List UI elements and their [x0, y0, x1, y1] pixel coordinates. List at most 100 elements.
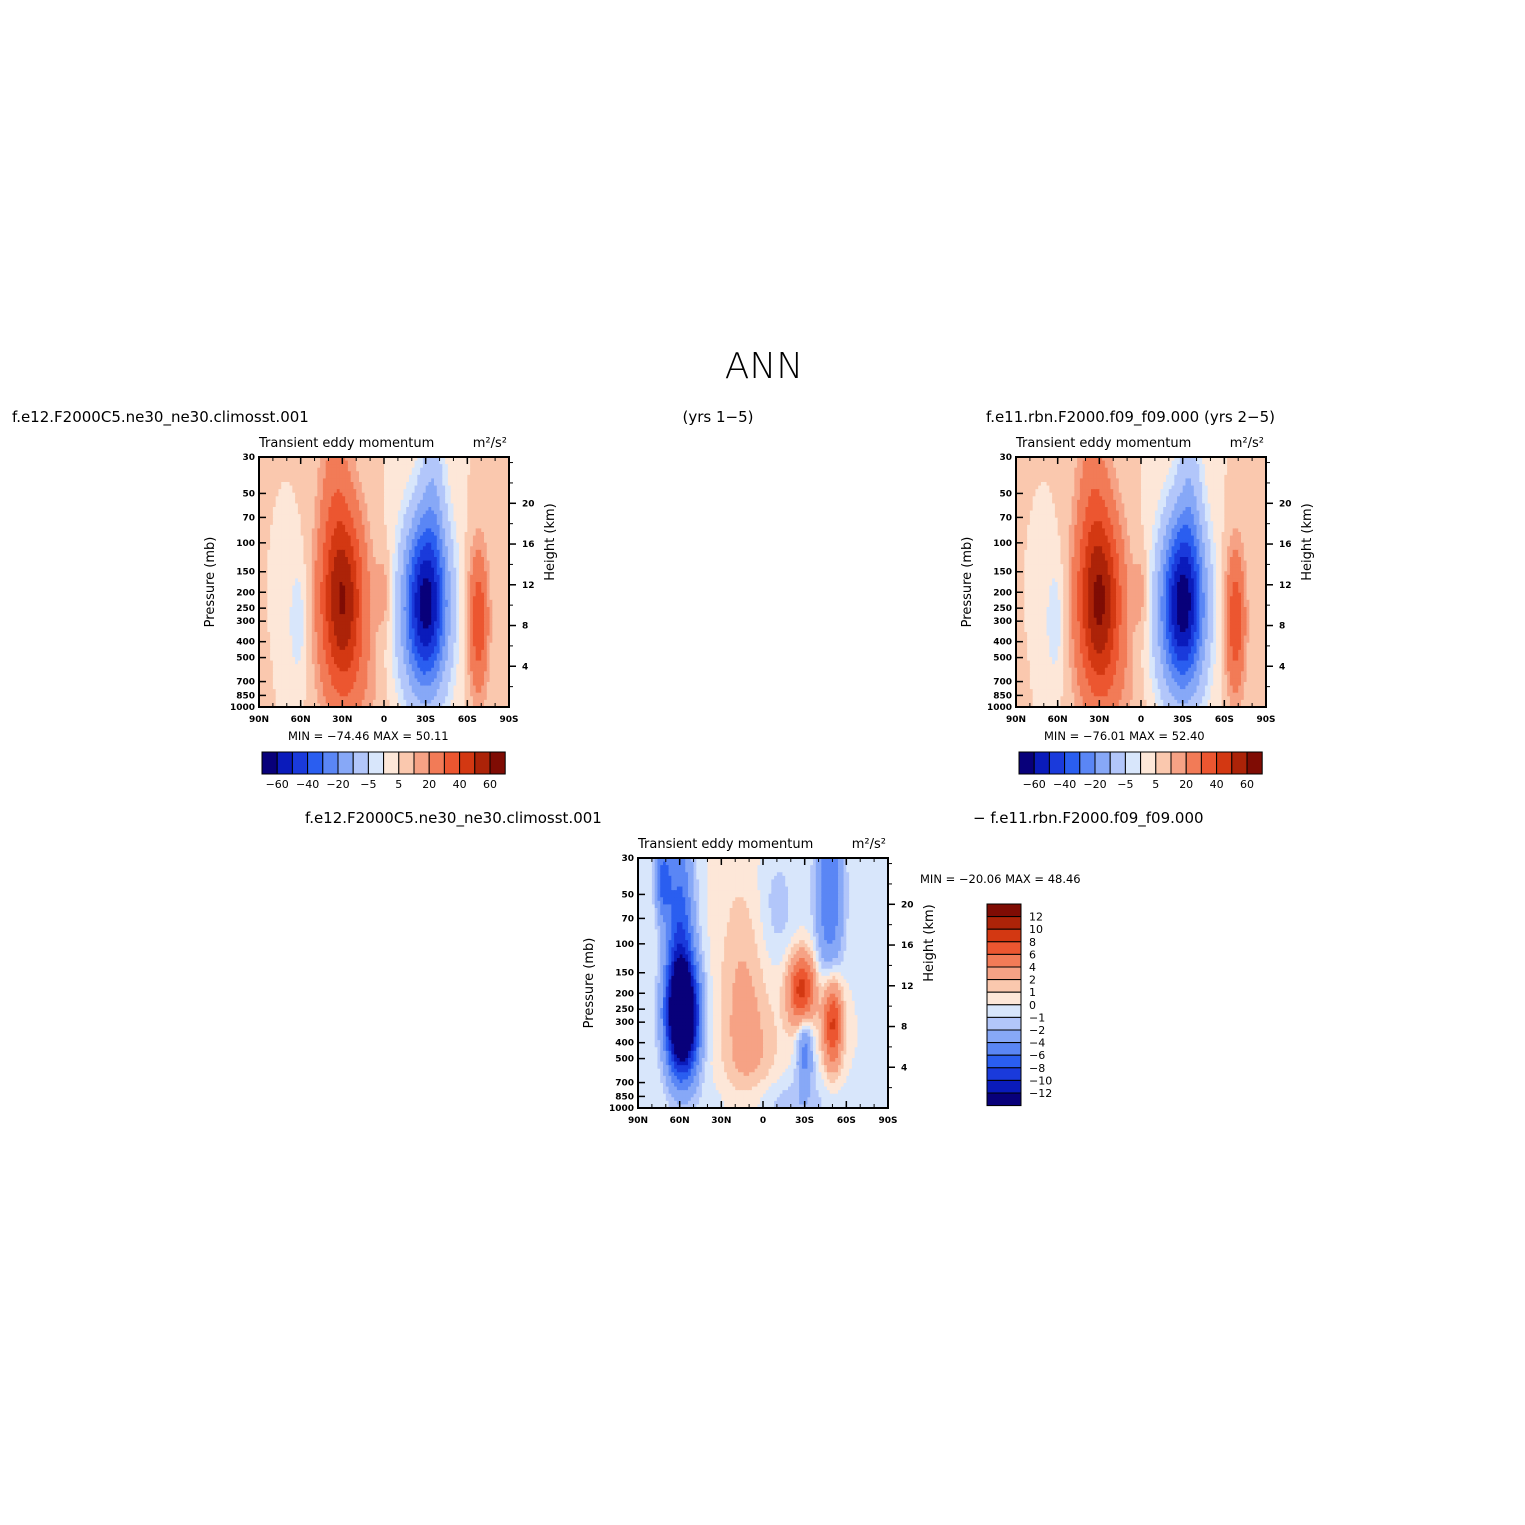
contour-cell	[406, 599, 410, 605]
contour-cell	[436, 596, 441, 601]
contour-cell	[497, 578, 502, 583]
contour-cell	[439, 492, 443, 497]
contour-cell	[497, 603, 502, 608]
contour-cell	[384, 485, 388, 490]
contour-cell	[442, 524, 446, 530]
contour-cell	[284, 503, 288, 508]
contour-cell	[475, 503, 480, 508]
contour-cell	[500, 499, 505, 505]
contour-cell	[320, 571, 324, 576]
contour-cell	[378, 521, 382, 526]
contour-cell	[378, 596, 382, 601]
contour-cell	[459, 539, 463, 544]
contour-cell	[447, 549, 452, 555]
contour-cell	[347, 607, 352, 612]
contour-cell	[464, 510, 468, 515]
contour-cell	[328, 582, 332, 587]
contour-cell	[375, 542, 380, 547]
contour-cell	[331, 553, 335, 558]
contour-cell	[506, 539, 510, 544]
contour-cell	[314, 489, 318, 494]
contour-cell	[406, 492, 410, 497]
contour-cell	[286, 521, 291, 526]
contour-cell	[300, 507, 305, 512]
contour-cell	[503, 485, 507, 490]
contour-cell	[503, 503, 507, 508]
contour-cell	[389, 610, 393, 615]
contour-cell	[461, 553, 466, 558]
contour-cell	[284, 485, 288, 490]
contour-cell	[439, 457, 443, 462]
contour-cell	[284, 492, 288, 497]
contour-cell	[339, 467, 343, 472]
contour-cell	[417, 582, 421, 587]
contour-cell	[400, 549, 405, 555]
contour-cell	[372, 467, 377, 472]
contour-cell	[306, 457, 310, 462]
contour-cell	[345, 489, 349, 494]
contour-cell	[495, 535, 499, 540]
contour-cell	[481, 482, 485, 487]
contour-cell	[386, 557, 391, 562]
contour-cell	[306, 499, 310, 505]
contour-cell	[453, 507, 457, 512]
contour-cell	[461, 514, 466, 519]
contour-cell	[389, 557, 393, 562]
contour-cell	[409, 482, 413, 487]
contour-cell	[264, 557, 268, 562]
contour-cell	[370, 503, 374, 508]
contour-cell	[475, 557, 480, 562]
contour-cell	[461, 571, 466, 576]
contour-cell	[328, 617, 332, 622]
contour-cell	[389, 485, 393, 490]
contour-cell	[397, 546, 402, 551]
contour-cell	[400, 614, 405, 619]
contour-cell	[420, 578, 424, 583]
contour-cell	[306, 471, 310, 476]
contour-cell	[292, 546, 296, 551]
contour-cell	[322, 557, 327, 562]
contour-cell	[467, 489, 471, 494]
contour-cell	[270, 585, 274, 590]
contour-cell	[375, 485, 380, 490]
contour-cell	[461, 464, 466, 469]
contour-cell	[472, 542, 477, 547]
contour-cell	[320, 567, 324, 572]
contour-cell	[261, 607, 266, 612]
contour-cell	[347, 457, 352, 462]
contour-cell	[361, 589, 366, 594]
contour-cell	[281, 457, 285, 462]
contour-cell	[461, 542, 466, 547]
contour-cell	[289, 514, 293, 519]
contour-cell	[395, 578, 399, 583]
contour-cell	[336, 599, 341, 605]
contour-cell	[481, 492, 485, 497]
contour-cell	[467, 585, 471, 590]
contour-cell	[434, 503, 438, 508]
contour-cell	[347, 460, 352, 465]
contour-cell	[425, 474, 430, 480]
contour-cell	[264, 571, 268, 576]
contour-cell	[309, 532, 313, 537]
contour-cell	[461, 482, 466, 487]
contour-cell	[334, 528, 338, 533]
contour-cell	[270, 478, 274, 483]
contour-cell	[503, 546, 507, 551]
contour-cell	[500, 535, 505, 540]
contour-cell	[411, 574, 416, 580]
contour-cell	[259, 617, 263, 622]
contour-cell	[492, 532, 496, 537]
contour-cell	[303, 567, 307, 572]
contour-cell	[370, 532, 374, 537]
contour-cell	[339, 571, 343, 576]
contour-cell	[381, 564, 385, 569]
contour-cell	[356, 589, 360, 594]
contour-cell	[489, 560, 493, 565]
contour-cell	[428, 471, 432, 476]
contour-cell	[284, 596, 288, 601]
contour-cell	[486, 478, 491, 483]
contour-cell	[406, 574, 410, 580]
contour-cell	[478, 464, 482, 469]
contour-cell	[259, 517, 263, 522]
contour-cell	[295, 460, 299, 465]
